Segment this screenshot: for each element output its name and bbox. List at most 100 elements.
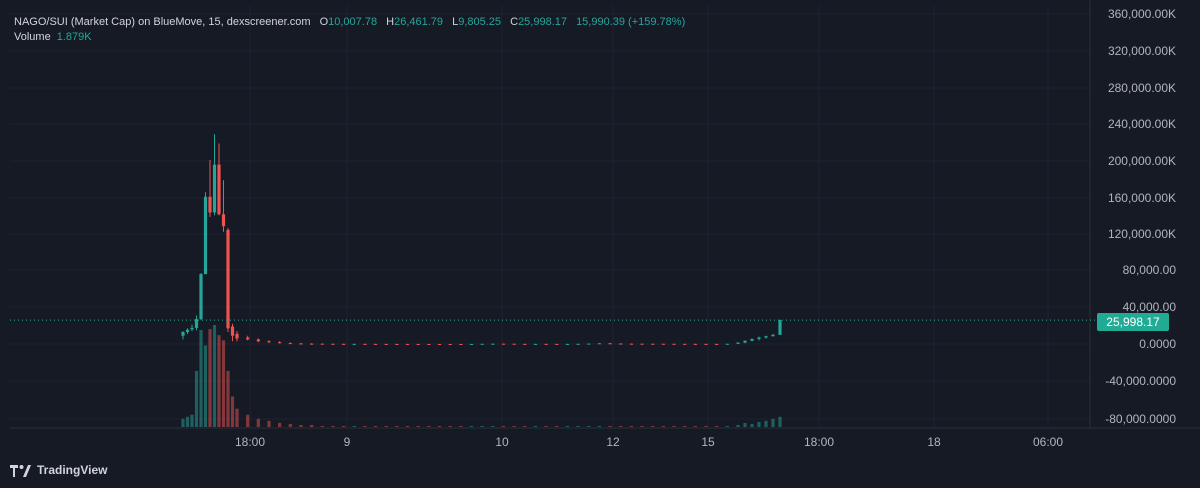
volume-bar (565, 425, 570, 427)
high-label: H (386, 16, 395, 28)
branding-name: TradingView (37, 463, 108, 477)
volume-bar (651, 425, 655, 427)
candle-body (278, 342, 282, 344)
volume-bar (363, 425, 367, 427)
candle-body (704, 343, 708, 345)
volume-bar (480, 425, 484, 427)
candle-body (565, 343, 570, 345)
candle-body (194, 319, 199, 328)
price-axis-label: 360,000.00K (1108, 7, 1176, 21)
candle-body (405, 343, 410, 345)
time-axis-label: 10 (495, 435, 509, 449)
candle-body (352, 343, 356, 345)
time-axis-label: 12 (606, 435, 620, 449)
volume-label: Volume (14, 31, 51, 43)
volume-bar (533, 425, 538, 427)
change-value: 15,990.39 (+159.78%) (576, 16, 686, 28)
last-price-tag: 25,998.17 (1097, 313, 1169, 331)
volume-bar (208, 329, 212, 427)
candle-body (512, 343, 516, 345)
candle-body (672, 343, 676, 345)
volume-bar (501, 425, 506, 427)
volume-bar (194, 370, 199, 427)
candle-body (459, 343, 463, 345)
candle-body (363, 343, 367, 345)
volume-bar (373, 425, 378, 427)
volume-bar (750, 423, 754, 427)
candle-body (597, 343, 602, 345)
price-axis-label: 320,000.00K (1108, 44, 1176, 58)
volume-bar (352, 425, 356, 427)
candle-body (310, 343, 314, 345)
time-axis-label: 18:00 (804, 435, 834, 449)
volume-bar (190, 414, 194, 427)
tradingview-branding[interactable]: TradingView (10, 463, 107, 477)
candle-body (448, 343, 452, 345)
candle-body (764, 336, 768, 338)
candle-body (212, 164, 217, 213)
volume-bar (469, 425, 474, 427)
candle-body (715, 343, 719, 345)
volume-bar (203, 345, 208, 427)
candle-body (384, 343, 388, 345)
candle-body (469, 343, 474, 345)
candle-body (230, 326, 235, 336)
time-axis-label: 18:00 (235, 435, 265, 449)
volume-bar (491, 425, 495, 427)
volume-bar (693, 425, 697, 427)
volume-bar (459, 425, 463, 427)
candle-body (331, 343, 335, 345)
volume-bar (523, 425, 527, 427)
volume-bar (256, 418, 260, 427)
volume-legend: Volume 1.879K (14, 31, 92, 43)
volume-bar (512, 425, 516, 427)
candle-body (437, 343, 442, 345)
volume-bar (715, 425, 719, 427)
volume-bar (299, 424, 303, 427)
candle-body (771, 334, 775, 337)
candle-body (750, 338, 754, 341)
volume-bar (230, 396, 235, 427)
candle-body (619, 343, 623, 345)
volume-bar (640, 425, 644, 427)
candle-body (533, 343, 538, 345)
close-value: 25,998.17 (518, 16, 567, 28)
time-axis-label: 18 (927, 435, 941, 449)
volume-bar (661, 425, 665, 427)
time-axis-label: 9 (344, 435, 351, 449)
candle-body (416, 343, 420, 345)
candle-body (757, 337, 761, 339)
price-axis-label: 80,000.00 (1123, 263, 1177, 277)
volume-bar (427, 425, 431, 427)
low-label: L (452, 16, 459, 28)
volume-bar (704, 425, 708, 427)
volume-bar (288, 423, 292, 427)
volume-bar (181, 418, 185, 427)
candle-body (501, 343, 506, 345)
volume-bar (226, 370, 230, 427)
price-axis-label: -80,000.0000 (1105, 412, 1176, 426)
volume-bar (587, 425, 591, 427)
tradingview-logo-icon (10, 465, 31, 477)
volume-bar (576, 425, 580, 427)
volume-bar (246, 414, 250, 427)
candle-body (523, 343, 527, 345)
candle-body (226, 229, 230, 329)
candle-body (288, 343, 292, 345)
candle-body (299, 343, 303, 345)
candle-body (661, 343, 665, 345)
volume-bar (672, 425, 676, 427)
volume-bar (608, 425, 612, 427)
volume-bar (395, 425, 399, 427)
volume-bar (416, 425, 420, 427)
open-value: 10,007.78 (328, 16, 378, 28)
candle-body (185, 329, 190, 333)
volume-bar (725, 425, 729, 427)
candle-body (341, 343, 346, 345)
time-axis-label: 06:00 (1033, 435, 1063, 449)
volume-bar (629, 425, 634, 427)
volume-bar (341, 425, 346, 427)
candle-body (480, 343, 484, 345)
